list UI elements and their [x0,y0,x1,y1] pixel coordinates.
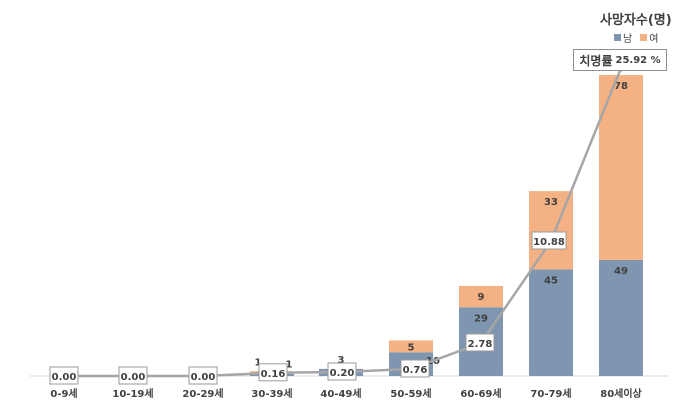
bar-female-5 [389,340,433,353]
rate-label-2: 0.00 [191,372,216,383]
y-axis-title: 사망자수(명) [600,13,672,28]
data-label-female-7: 33 [544,197,558,208]
x-tick-label-7: 70-79세 [530,387,571,400]
rate-label-box-5 [400,359,430,378]
fatality-rate-callout: 치명률 25.92 % [573,49,667,71]
rate-label-box-1 [118,366,148,385]
x-tick-label-4: 40-49세 [320,387,361,400]
legend-label-male: 남 [623,34,633,45]
bar-male-8 [599,259,643,376]
bar-male-7 [529,269,573,376]
rate-label-4: 0.20 [330,368,355,379]
rate-label-6: 2.78 [468,339,493,350]
data-label-female-3: 1 [255,357,262,368]
bar-female-6 [459,285,503,308]
x-tick-label-3: 30-39세 [251,387,292,400]
rate-label-box-4 [327,362,357,381]
data-label-male-6: 29 [474,313,488,324]
legend-label-female: 여 [649,34,659,45]
callout-value: 25.92 % [615,54,661,66]
data-label-male-4: 3 [338,355,345,366]
callout-label: 치명률 [579,53,613,68]
x-tick-label-1: 10-19세 [112,387,153,400]
rate-label-box-2 [188,366,218,385]
rate-label-0: 0.00 [52,372,77,383]
x-tick-label-2: 20-29세 [182,387,223,400]
x-tick-label-6: 60-69세 [460,387,501,400]
fatality-rate-line [64,66,623,378]
legend-swatch-male [614,34,621,41]
rate-label-box-3 [258,363,288,382]
rate-label-1: 0.00 [121,372,146,383]
data-label-female-8: 78 [614,81,628,92]
x-tick-label-8: 80세이상 [600,387,642,400]
rate-label-box-6 [465,333,495,352]
data-label-female-6: 9 [478,292,485,303]
data-label-male-3: 1 [286,360,293,371]
data-label-female-5: 5 [408,342,415,353]
rate-label-3: 0.16 [261,369,286,380]
data-label-male-7: 45 [544,275,558,286]
rate-label-box-0 [49,366,79,385]
rate-label-5: 0.76 [403,365,428,376]
legend: 남 여 [614,30,662,45]
rate-label-box-7 [531,231,567,250]
x-tick-label-0: 0-9세 [50,387,77,400]
legend-swatch-female [640,34,648,41]
data-label-male-8: 49 [614,266,628,277]
legend-item-female: 여 [640,30,658,45]
rate-label-7: 10.88 [533,237,565,248]
legend-item-male: 남 [614,30,632,45]
x-tick-label-5: 50-59세 [390,387,431,400]
